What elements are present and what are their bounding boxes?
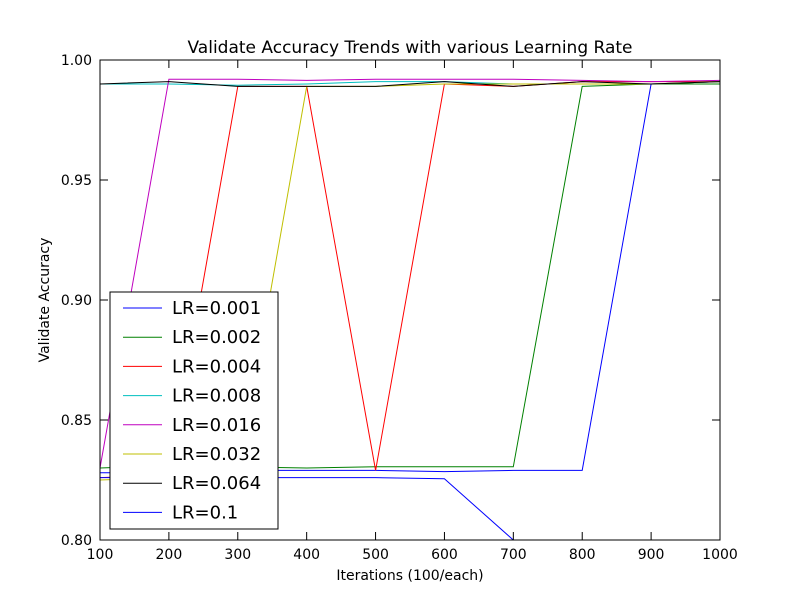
legend-label-2: LR=0.002 <box>172 327 261 348</box>
legend-box <box>109 291 279 530</box>
y-tick-label: 0.80 <box>61 533 92 549</box>
series-line-5 <box>99 78 721 469</box>
legend-label-8: LR=0.1 <box>172 502 238 523</box>
x-tick-label: 500 <box>362 547 389 563</box>
legend-label-7: LR=0.064 <box>172 473 261 494</box>
x-tick-label: 100 <box>87 547 114 563</box>
x-tick-label: 600 <box>431 547 458 563</box>
legend-label-5: LR=0.016 <box>172 415 261 436</box>
y-tick-label: 0.85 <box>61 413 92 429</box>
y-tick-label: 0.90 <box>61 293 92 309</box>
x-tick-label: 800 <box>569 547 596 563</box>
x-tick-label: 200 <box>156 547 183 563</box>
y-tick-label: 0.95 <box>61 173 92 189</box>
x-axis-label: Iterations (100/each) <box>336 568 483 584</box>
legend: LR=0.001 LR=0.002 LR=0.004 LR=0.008 LR=0.016… <box>109 291 279 530</box>
ticks-layer: 100 200 300 400 500 600 700 800 900 1000 0.80 0.85 0… <box>61 53 738 563</box>
legend-label-3: LR=0.004 <box>172 356 261 377</box>
legend-label-1: LR=0.001 <box>172 298 261 319</box>
x-tick-label: 1000 <box>702 547 738 563</box>
series-line-3 <box>99 81 720 479</box>
x-tick-label: 900 <box>638 547 665 563</box>
y-axis-label: Validate Accuracy <box>37 238 53 363</box>
y-tick-label: 1.00 <box>61 53 92 69</box>
legend-label-6: LR=0.032 <box>172 444 261 465</box>
x-tick-label: 700 <box>500 547 527 563</box>
chart-title: Validate Accuracy Trends with various Le… <box>188 38 633 58</box>
series-line-7 <box>99 81 721 87</box>
x-tick-label: 300 <box>224 547 251 563</box>
x-tick-label: 400 <box>293 547 320 563</box>
legend-label-4: LR=0.008 <box>172 386 261 407</box>
